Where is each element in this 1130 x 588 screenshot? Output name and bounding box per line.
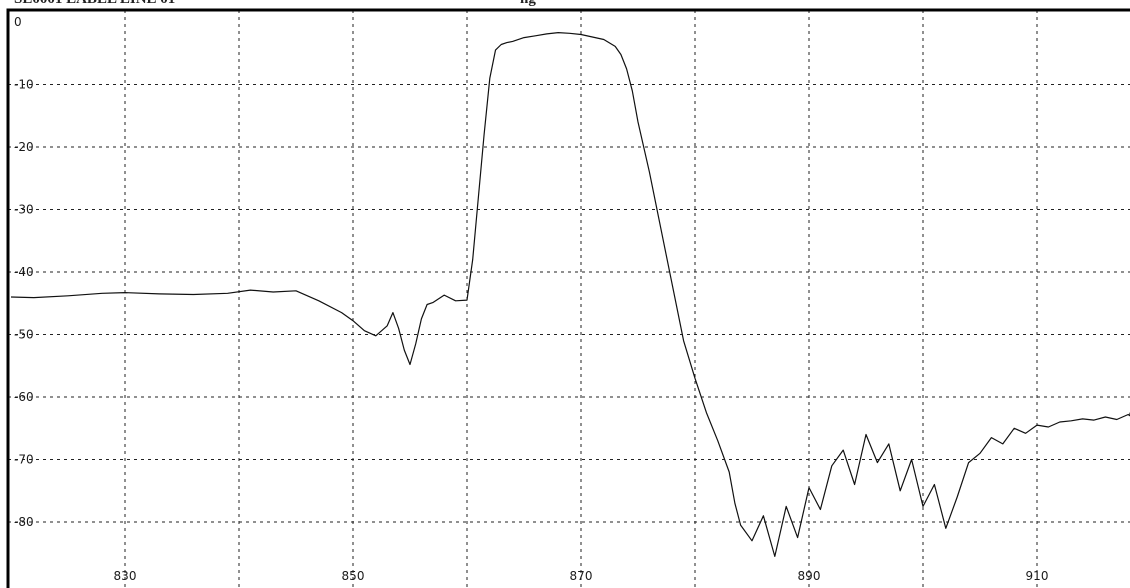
x-tick-label-850: 850: [342, 569, 365, 583]
y-tick-label-0: 0: [14, 15, 22, 29]
header-strip: SE0001 LABEL LINE 01 ng: [0, 0, 1130, 8]
series-line: [10, 32, 1130, 557]
x-tick-label-830: 830: [114, 569, 137, 583]
x-tick-label-870: 870: [570, 569, 593, 583]
plot-frame: [6, 8, 1130, 588]
y-tick-label--80: -80: [14, 515, 34, 529]
x-tick-label-890: 890: [798, 569, 821, 583]
y-tick-label--30: -30: [14, 203, 34, 217]
y-tick-label--10: -10: [14, 78, 34, 92]
header-fragment-right: ng: [520, 0, 536, 8]
grid: [8, 10, 1130, 588]
y-axis-ticks: 0 -10 -20 -30 -40 -50 -60 -70 -80: [14, 15, 34, 529]
y-tick-label--20: -20: [14, 140, 34, 154]
y-tick-label--70: -70: [14, 453, 34, 467]
y-tick-label--50: -50: [14, 328, 34, 342]
y-tick-label--40: -40: [14, 265, 34, 279]
y-tick-label--60: -60: [14, 390, 34, 404]
x-tick-label-910: 910: [1026, 569, 1049, 583]
x-axis-ticks: 830 850 870 890 910: [114, 569, 1049, 583]
plot-background: [8, 10, 1130, 588]
header-fragment-left: SE0001 LABEL LINE 01: [14, 0, 175, 8]
